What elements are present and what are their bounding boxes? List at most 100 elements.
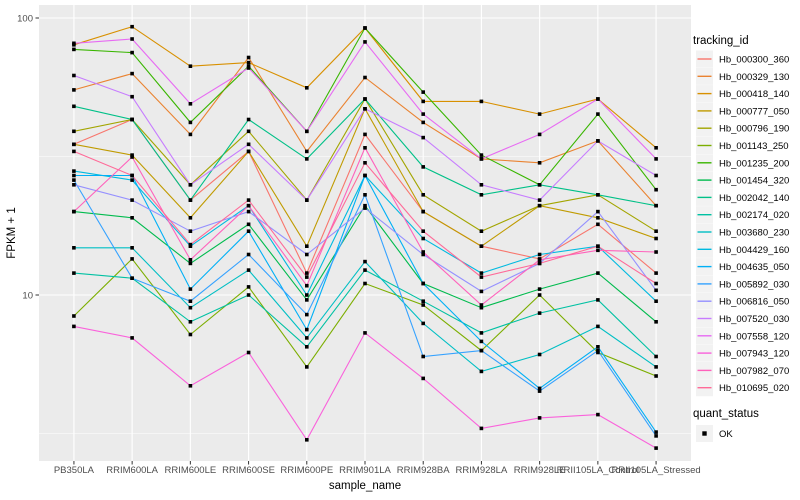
data-point — [421, 321, 425, 326]
data-point — [596, 97, 600, 101]
shape-legend: OK — [696, 425, 733, 442]
data-point — [654, 157, 658, 161]
legend-item-Hb_002174_020: Hb_002174_020 — [719, 210, 789, 221]
data-point — [305, 252, 309, 257]
legend-item-Hb_000777_050: Hb_000777_050 — [719, 106, 789, 117]
data-point — [363, 203, 367, 208]
data-point — [130, 94, 134, 99]
data-point — [305, 298, 309, 302]
data-point — [421, 236, 425, 241]
legend-item-Hb_007982_070: Hb_007982_070 — [719, 366, 789, 377]
data-point — [537, 386, 542, 391]
data-point — [246, 55, 251, 60]
data-point — [246, 268, 251, 272]
data-point — [479, 271, 484, 275]
data-point — [305, 345, 309, 349]
data-point — [246, 129, 251, 134]
data-point — [130, 257, 134, 261]
data-point — [246, 66, 251, 70]
data-point — [188, 287, 193, 291]
data-point — [305, 438, 309, 442]
legend-item-Hb_005892_030: Hb_005892_030 — [719, 279, 789, 290]
data-point — [130, 336, 134, 340]
data-point — [188, 384, 193, 388]
x-tick-label: RRIM600LA — [106, 465, 158, 476]
data-point — [246, 209, 251, 214]
data-point — [72, 73, 76, 78]
data-point — [72, 142, 76, 147]
y-tick-label: 10 — [22, 291, 33, 302]
data-point — [363, 281, 367, 286]
data-point — [305, 157, 309, 161]
data-point — [72, 88, 76, 92]
data-point — [246, 203, 251, 208]
data-point — [72, 47, 76, 52]
data-point — [537, 198, 542, 202]
data-point — [537, 183, 542, 187]
data-points — [72, 24, 658, 450]
data-point — [130, 178, 134, 182]
data-point — [72, 104, 76, 109]
data-point — [479, 339, 484, 344]
data-point — [130, 198, 134, 202]
y-axis-title: FPKM + 1 — [6, 207, 18, 258]
y-tick-label: 100 — [17, 14, 33, 25]
data-point — [596, 112, 600, 116]
data-point — [479, 426, 484, 431]
data-point — [188, 305, 193, 310]
shape-legend-title: quant_status — [693, 408, 759, 420]
data-point — [305, 336, 309, 340]
data-point — [246, 149, 251, 154]
data-point — [421, 281, 425, 286]
data-point — [596, 244, 600, 248]
data-point — [479, 99, 484, 104]
data-point — [421, 376, 425, 381]
x-tick-label: RRIM600LE — [164, 465, 216, 476]
x-tick-labels: PB350LA RRIM600LA RRIM600LE RRIM600SE RRIM60… — [54, 465, 701, 476]
x-axis-title: sample_name — [329, 480, 401, 492]
data-point — [363, 193, 367, 197]
data-point — [188, 120, 193, 125]
data-point — [596, 271, 600, 275]
data-point — [654, 271, 658, 275]
x-tick-label: RRIM928LA — [456, 465, 508, 476]
data-point — [479, 275, 484, 279]
data-point — [246, 222, 251, 227]
legend-item-Hb_007943_120: Hb_007943_120 — [719, 349, 789, 360]
data-point — [363, 97, 367, 101]
data-point — [246, 252, 251, 257]
data-point — [654, 203, 658, 208]
x-tick-label: RRII105LA_Control — [557, 465, 639, 476]
data-point — [246, 142, 251, 147]
data-point — [537, 132, 542, 137]
data-point — [188, 320, 193, 324]
data-point — [72, 149, 76, 154]
data-point — [479, 229, 484, 233]
data-point — [479, 157, 484, 161]
data-point — [130, 246, 134, 250]
data-point — [130, 155, 134, 159]
data-point — [246, 198, 251, 202]
data-point — [596, 139, 600, 143]
data-point — [363, 206, 367, 210]
data-point — [188, 261, 193, 266]
x-tick-label: RRII105LA_Stressed — [611, 465, 700, 476]
data-point — [188, 64, 193, 68]
data-point — [363, 132, 367, 137]
data-point — [421, 120, 425, 125]
data-point — [537, 389, 542, 393]
data-point — [305, 271, 309, 275]
data-point — [72, 183, 76, 187]
data-point — [130, 117, 134, 122]
data-point — [72, 169, 76, 173]
y-tick-labels: 10 100 — [17, 14, 33, 302]
data-point — [305, 244, 309, 248]
data-point — [305, 293, 309, 297]
data-point — [130, 153, 134, 157]
data-point — [654, 354, 658, 359]
data-point — [246, 117, 251, 122]
data-point — [537, 161, 542, 165]
data-point — [188, 183, 193, 187]
data-point — [654, 434, 658, 438]
